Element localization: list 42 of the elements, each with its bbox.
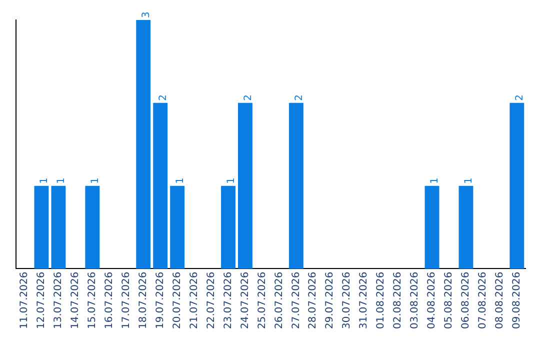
x-tick-label: 30.07.2026 [342, 272, 353, 330]
data-label: 1 [464, 177, 475, 184]
x-tick-label: 17.07.2026 [120, 272, 132, 330]
x-tick-label: 31.07.2026 [358, 272, 370, 330]
x-tick-label: 07.08.2026 [478, 272, 489, 330]
data-label: 2 [242, 94, 254, 101]
x-tick-label: 24.07.2026 [240, 272, 251, 330]
x-tick-label: 25.07.2026 [256, 272, 268, 330]
x-tick-label: 16.07.2026 [104, 272, 115, 330]
x-tick-label: 15.07.2026 [87, 272, 98, 330]
data-label: 1 [90, 177, 101, 184]
data-label: 1 [430, 177, 441, 184]
data-label: 2 [294, 94, 305, 101]
x-tick-label: 06.08.2026 [460, 272, 472, 330]
x-tick-label: 18.07.2026 [138, 272, 149, 330]
data-label: 1 [39, 177, 50, 184]
x-tick-label: 03.08.2026 [410, 272, 421, 330]
x-tick-label: 14.07.2026 [70, 272, 82, 330]
x-tick-label: 13.07.2026 [53, 272, 64, 330]
x-tick-label: 29.07.2026 [324, 272, 336, 330]
x-tick-label: 21.07.2026 [188, 272, 200, 330]
x-tick-label: 28.07.2026 [308, 272, 319, 330]
data-label: 1 [56, 177, 68, 184]
data-label: 3 [140, 12, 152, 18]
x-tick-label: 11.07.2026 [19, 272, 30, 330]
x-tick-label: 12.07.2026 [36, 272, 48, 330]
x-tick-label: 05.08.2026 [444, 272, 455, 330]
x-tick-label: 02.08.2026 [392, 272, 404, 330]
x-tick-label: 23.07.2026 [222, 272, 234, 330]
x-tick-label: 04.08.2026 [426, 272, 438, 330]
x-tick-label: 09.08.2026 [511, 272, 522, 330]
x-tick-label: 27.07.2026 [290, 272, 302, 330]
x-tick-label: 08.08.2026 [494, 272, 506, 330]
x-tick-label: 19.07.2026 [154, 272, 166, 330]
x-tick-label: 22.07.2026 [206, 272, 217, 330]
data-label: 2 [514, 94, 526, 101]
x-tick-label: 01.08.2026 [376, 272, 387, 330]
data-label: 2 [158, 94, 169, 101]
x-tick-label: 26.07.2026 [274, 272, 285, 330]
data-label: 1 [226, 177, 237, 184]
data-label: 1 [174, 177, 186, 184]
x-tick-label: 20.07.2026 [172, 272, 183, 330]
